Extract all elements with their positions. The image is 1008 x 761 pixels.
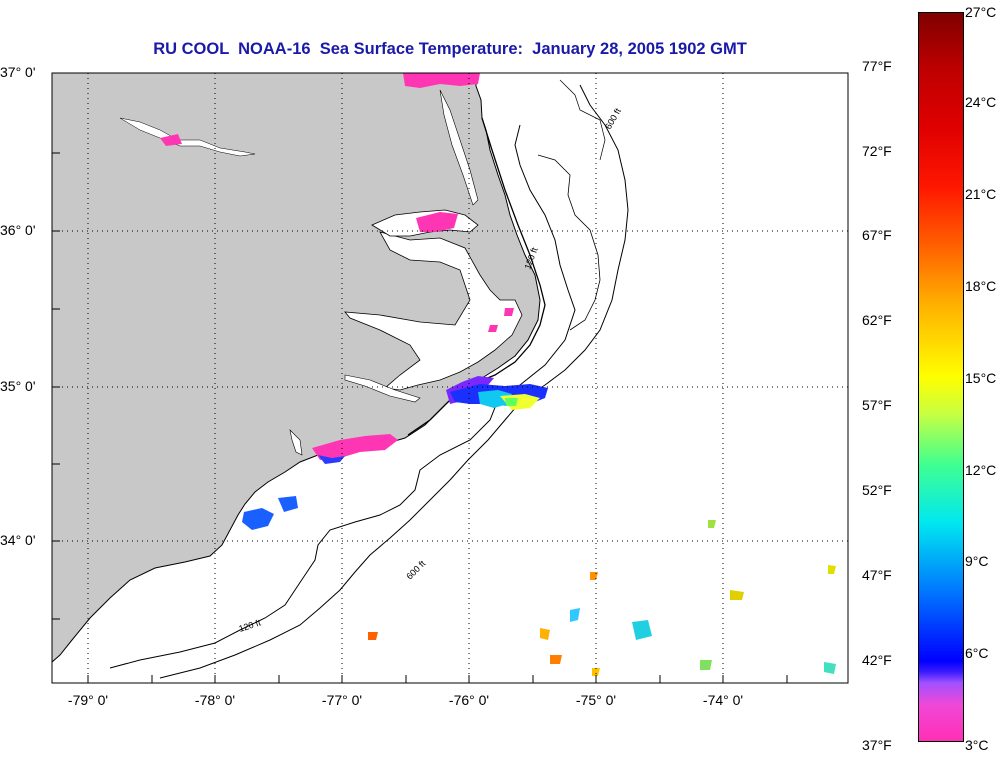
colorbar-c-label: 24°C: [965, 94, 997, 110]
contour-120ft: [109, 124, 576, 669]
sst-patch-offshore-5: [730, 590, 744, 600]
map-frame: [51, 72, 849, 684]
sst-patch-small-2: [488, 325, 498, 332]
colorbar-c-label: 6°C: [965, 645, 989, 661]
estuary-neuse: [344, 374, 421, 403]
sst-patch-offshore-8: [368, 632, 378, 640]
sst-patch-southwest-blue-1: [242, 508, 274, 530]
tick-marks: [52, 72, 788, 683]
contour-loop: [559, 79, 606, 161]
sst-patch-coast-blue: [318, 455, 345, 464]
colorbar-f-label: 72°F: [862, 143, 892, 159]
colorbar-c-label: 15°C: [965, 370, 997, 386]
colorbar-c-label: 9°C: [965, 553, 989, 569]
colorbar-f-label: 62°F: [862, 312, 892, 328]
sst-patch-cape-cyan: [478, 390, 512, 408]
sst-patch-north: [403, 73, 480, 88]
lat-label-36: 36° 0': [0, 222, 36, 238]
temperature-colorbar: [918, 12, 964, 742]
colorbar-f-label: 57°F: [862, 397, 892, 413]
colorbar-c-label: 27°C: [965, 4, 997, 20]
currituck-sound: [439, 89, 479, 206]
sst-patch-coast-pink: [312, 434, 398, 460]
sst-patch-offshore-7: [700, 660, 712, 670]
contour-inner: [537, 154, 601, 331]
sst-patch-small-1: [504, 308, 514, 316]
sst-patch-offshore-6: [828, 565, 836, 574]
lon-label-79: -79° 0': [67, 692, 109, 708]
sst-patch-southwest-blue-2: [278, 496, 298, 512]
colorbar-f-label: 77°F: [862, 58, 892, 74]
sst-patch-offshore-9: [708, 520, 716, 528]
sst-patch-offshore-10: [824, 662, 836, 674]
sst-patch-offshore-1: [570, 608, 580, 622]
colorbar-c-label: 12°C: [965, 462, 997, 478]
lat-label-34: 34° 0': [0, 532, 36, 548]
lat-label-35: 35° 0': [0, 378, 36, 394]
lat-label-37: 37° 0': [0, 64, 36, 80]
colorbar-f-label: 52°F: [862, 482, 892, 498]
colorbar-c-label: 18°C: [965, 278, 997, 294]
lon-label-78: -78° 0': [194, 692, 236, 708]
sst-patch-river: [160, 134, 182, 146]
colorbar-c-label: 3°C: [965, 737, 989, 753]
graticule: [52, 73, 848, 683]
colorbar-f-label: 42°F: [862, 652, 892, 668]
sst-patch-albemarle: [416, 212, 458, 232]
lon-label-75: -75° 0': [575, 692, 617, 708]
colorbar-f-label: 67°F: [862, 227, 892, 243]
estuary-south: [289, 429, 303, 456]
colorbar-f-label: 37°F: [862, 737, 892, 753]
sst-patch-offshore-11: [592, 668, 600, 676]
sst-patch-offshore-2: [632, 620, 652, 640]
map-title: RU COOL NOAA-16 Sea Surface Temperature:…: [153, 40, 747, 58]
colorbar-f-label: 47°F: [862, 567, 892, 583]
colorbar-c-label: 21°C: [965, 186, 997, 202]
lon-label-77: -77° 0': [321, 692, 363, 708]
sst-patch-offshore-4: [550, 655, 562, 664]
sst-patch-offshore-3: [540, 628, 550, 640]
contour-600ft: [159, 84, 629, 679]
lon-label-76: -76° 0': [448, 692, 490, 708]
sst-patch-cape-green: [505, 398, 518, 406]
lon-label-74: -74° 0': [702, 692, 744, 708]
